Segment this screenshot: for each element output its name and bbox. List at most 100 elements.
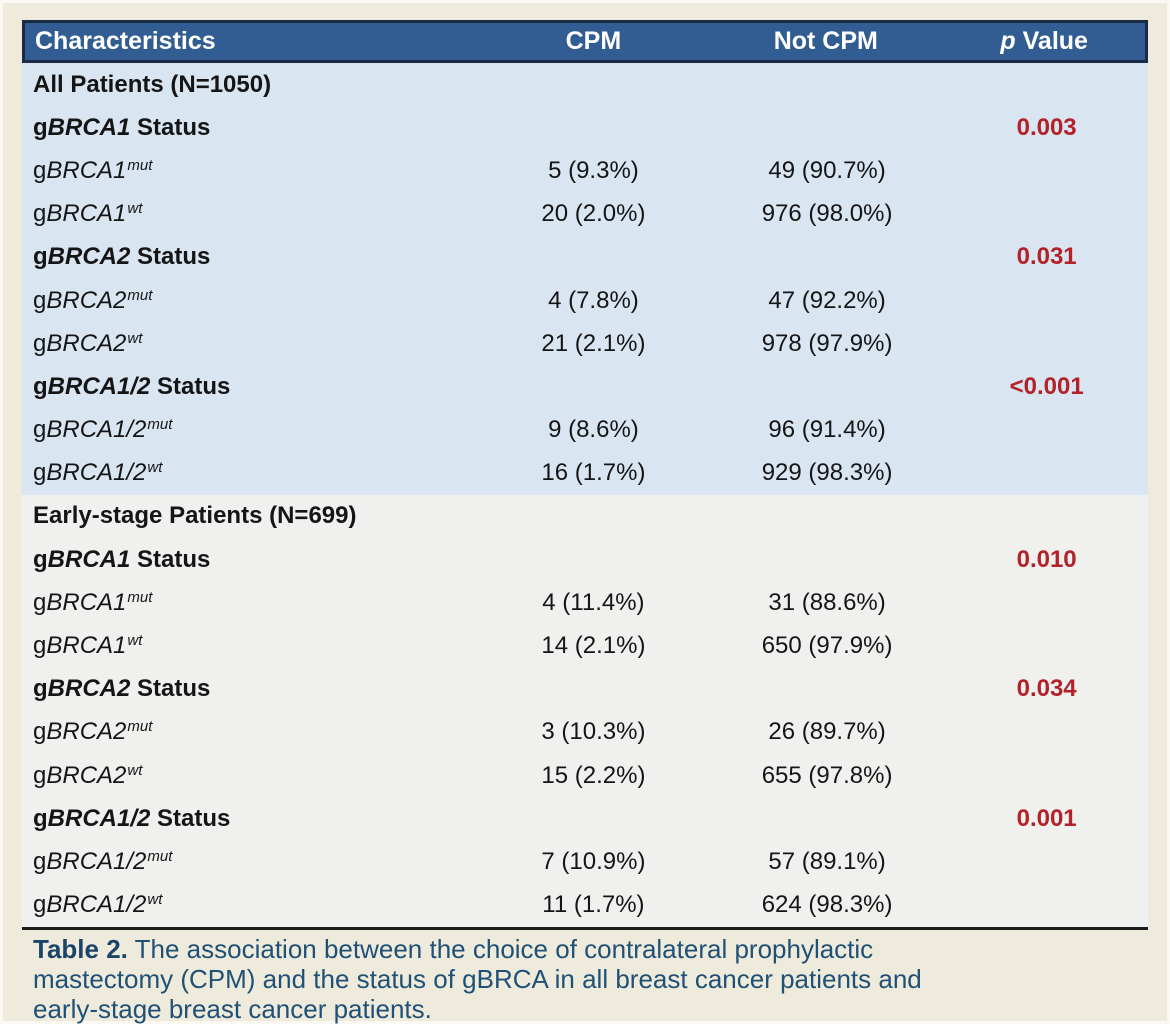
cpm-cell: 4 (7.8%) [548, 286, 639, 314]
gene-prefix: g [33, 243, 48, 271]
gene-superscript: wt [147, 891, 163, 909]
gene-prefix: g [33, 286, 47, 314]
cpm-cell: 7 (10.9%) [541, 847, 646, 875]
gene-prefix: g [33, 718, 47, 746]
characteristic-cell: gBRCA1mut [22, 589, 478, 617]
section-early-stage: Early-stage Patients (N=699) gBRCA1 Statu… [22, 494, 1148, 927]
table-row: gBRCA1/2wt 16 (1.7%) 929 (98.3%) [22, 452, 1148, 495]
gene-prefix: g [33, 847, 47, 875]
caption-label: Table 2. [33, 933, 128, 964]
not-cpm-cell: 49 (90.7%) [768, 156, 886, 184]
table-row: gBRCA1/2 Status 0.001 [22, 797, 1148, 840]
gene-name: BRCA1 [46, 632, 127, 660]
gene-superscript: mut [127, 718, 153, 736]
gene-suffix: Status [130, 545, 211, 573]
section-title: All Patients (N=1050) [33, 70, 272, 98]
cpm-cell: 21 (2.1%) [541, 329, 646, 357]
not-cpm-cell: 624 (98.3%) [761, 891, 893, 919]
cpm-cell: 11 (1.7%) [542, 891, 645, 919]
p-value-cell: 0.010 [1016, 545, 1077, 573]
p-value-header-text: Value [1022, 27, 1088, 55]
characteristic-cell: gBRCA2mut [22, 718, 478, 746]
table-row: gBRCA2 Status 0.034 [22, 668, 1148, 711]
not-cpm-cell: 978 (97.9%) [761, 329, 893, 357]
not-cpm-cell: 650 (97.9%) [761, 632, 893, 660]
table-row: gBRCA1/2mut 7 (10.9%) 57 (89.1%) [22, 840, 1148, 883]
characteristic-cell: gBRCA1/2mut [22, 848, 478, 876]
gene-prefix: g [33, 675, 48, 703]
not-cpm-cell: 57 (89.1%) [768, 847, 886, 875]
table-caption: Table 2. The association between the cho… [22, 934, 1148, 1024]
gene-suffix: Status [150, 804, 231, 832]
gene-suffix: Status [130, 113, 211, 141]
table-row: gBRCA1mut 5 (9.3%) 49 (90.7%) [22, 149, 1148, 192]
table-header-row: Characteristics CPM Not CPM p Value [22, 20, 1148, 63]
gene-name: BRCA1/2 [46, 416, 147, 444]
table-row: gBRCA2wt 21 (2.1%) 978 (97.9%) [22, 322, 1148, 365]
gene-name: BRCA1/2 [46, 459, 147, 487]
caption-line: early-stage breast cancer patients. [33, 993, 432, 1024]
gene-prefix: g [33, 459, 47, 487]
gene-name: BRCA1/2 [47, 372, 151, 400]
gene-name: BRCA1/2 [46, 891, 147, 919]
not-cpm-cell: 31 (88.6%) [768, 588, 886, 616]
table-row: gBRCA1 Status 0.010 [22, 538, 1148, 581]
gene-superscript: wt [127, 761, 143, 779]
table-row: gBRCA1wt 14 (2.1%) 650 (97.9%) [22, 624, 1148, 667]
table-row: gBRCA1/2wt 11 (1.7%) 624 (98.3%) [22, 884, 1148, 927]
gene-prefix: g [33, 416, 47, 444]
gene-name: BRCA1 [46, 156, 127, 184]
characteristic-cell: gBRCA2mut [22, 287, 478, 315]
gene-name: BRCA2 [46, 286, 127, 314]
section-title: Early-stage Patients (N=699) [33, 502, 357, 530]
cpm-cell: 16 (1.7%) [541, 459, 646, 487]
gene-name: BRCA1/2 [46, 847, 147, 875]
gene-name: BRCA1 [46, 588, 127, 616]
characteristic-cell: gBRCA1mut [22, 157, 478, 185]
gene-name: BRCA1 [46, 200, 127, 228]
gene-prefix: g [33, 200, 47, 228]
table-row: gBRCA1/2mut 9 (8.6%) 96 (91.4%) [22, 409, 1148, 452]
gene-superscript: wt [147, 459, 163, 477]
table-bottom-rule [22, 926, 1148, 930]
caption-line: Table 2. The association between the cho… [33, 933, 874, 964]
p-value-italic-p: p [1000, 27, 1016, 55]
characteristic-cell: gBRCA1 Status [22, 114, 478, 142]
gene-superscript: mut [127, 156, 153, 174]
not-cpm-cell: 929 (98.3%) [761, 459, 893, 487]
gene-superscript: mut [127, 286, 153, 304]
gene-name: BRCA2 [47, 675, 131, 703]
table-row: gBRCA2mut 3 (10.3%) 26 (89.7%) [22, 711, 1148, 754]
gene-prefix: g [33, 588, 47, 616]
table-row: gBRCA1mut 4 (11.4%) 31 (88.6%) [22, 581, 1148, 624]
gene-prefix: g [33, 761, 47, 789]
gene-name: BRCA2 [46, 761, 127, 789]
p-value-cell: 0.034 [1016, 675, 1077, 703]
gene-prefix: g [33, 891, 47, 919]
gene-superscript: wt [127, 632, 143, 650]
gene-superscript: mut [127, 588, 153, 606]
section-title-row: Early-stage Patients (N=699) [22, 495, 1148, 538]
table-row: gBRCA2mut 4 (7.8%) 47 (92.2%) [22, 279, 1148, 322]
characteristic-cell: gBRCA1/2 Status [22, 373, 478, 401]
table-row: gBRCA1 Status 0.003 [22, 106, 1148, 149]
table-row: gBRCA1/2 Status <0.001 [22, 365, 1148, 408]
not-cpm-cell: 47 (92.2%) [768, 286, 886, 314]
cpm-cell: 4 (11.4%) [542, 588, 645, 616]
table-2: Characteristics CPM Not CPM p Value All … [22, 20, 1148, 1024]
cpm-cell: 3 (10.3%) [541, 718, 646, 746]
gene-prefix: g [33, 113, 48, 141]
characteristic-cell: gBRCA2wt [22, 330, 478, 358]
gene-suffix: Status [130, 675, 211, 703]
cpm-cell: 20 (2.0%) [541, 200, 646, 228]
gene-prefix: g [33, 329, 47, 357]
not-cpm-cell: 655 (97.8%) [761, 761, 893, 789]
gene-prefix: g [33, 372, 48, 400]
gene-superscript: mut [147, 847, 173, 865]
table-body: All Patients (N=1050) gBRCA1 Status 0.003 g… [22, 63, 1148, 927]
characteristic-cell: gBRCA1/2wt [22, 891, 478, 919]
not-cpm-cell: 96 (91.4%) [768, 416, 886, 444]
section-all-patients: All Patients (N=1050) gBRCA1 Status 0.003 g… [22, 63, 1148, 495]
gene-name: BRCA1 [47, 113, 131, 141]
